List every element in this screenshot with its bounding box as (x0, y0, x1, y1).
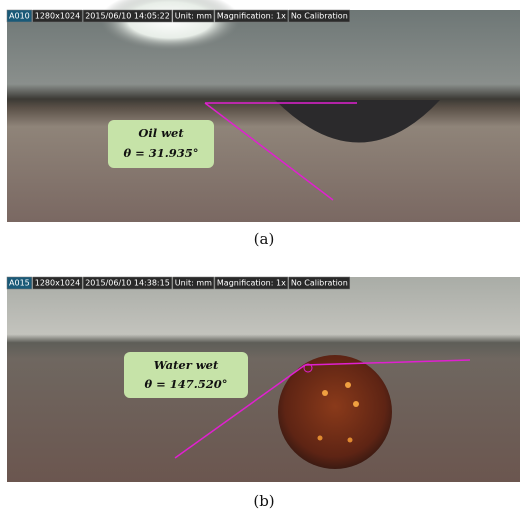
photo-a (7, 0, 520, 222)
label-angle: θ = 31.935° (123, 146, 198, 160)
status-text: Magnification: 1x (217, 279, 286, 288)
photo-b (7, 277, 520, 482)
label-title: Oil wet (138, 126, 184, 140)
status-text: A015 (9, 279, 30, 288)
status-text: Magnification: 1x (217, 12, 286, 21)
status-text: 2015/06/10 14:38:15 (85, 279, 170, 288)
caption: (b) (253, 492, 274, 510)
label-title: Water wet (154, 358, 219, 372)
status-text: Unit: mm (175, 12, 212, 21)
figure: A010 1280x1024 2015/06/10 14:05:22 Unit: mm… (0, 0, 528, 513)
status-text: 1280x1024 (35, 12, 80, 21)
status-text: 2015/06/10 14:05:22 (85, 12, 170, 21)
status-text: A010 (9, 12, 30, 21)
status-text: No Calibration (291, 12, 348, 21)
caption: (a) (254, 230, 275, 248)
label-angle: θ = 147.520° (144, 377, 227, 391)
status-text: No Calibration (291, 279, 348, 288)
status-text: 1280x1024 (35, 279, 80, 288)
status-text: Unit: mm (175, 279, 212, 288)
